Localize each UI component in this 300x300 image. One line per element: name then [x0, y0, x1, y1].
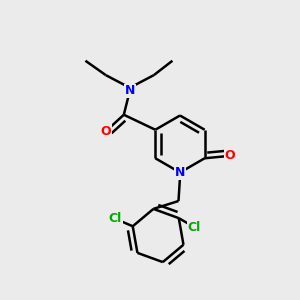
Text: Cl: Cl — [109, 212, 122, 225]
Text: Cl: Cl — [188, 220, 201, 234]
Text: N: N — [175, 166, 185, 179]
Text: O: O — [225, 149, 236, 162]
Text: O: O — [100, 125, 111, 138]
Text: N: N — [124, 84, 135, 97]
